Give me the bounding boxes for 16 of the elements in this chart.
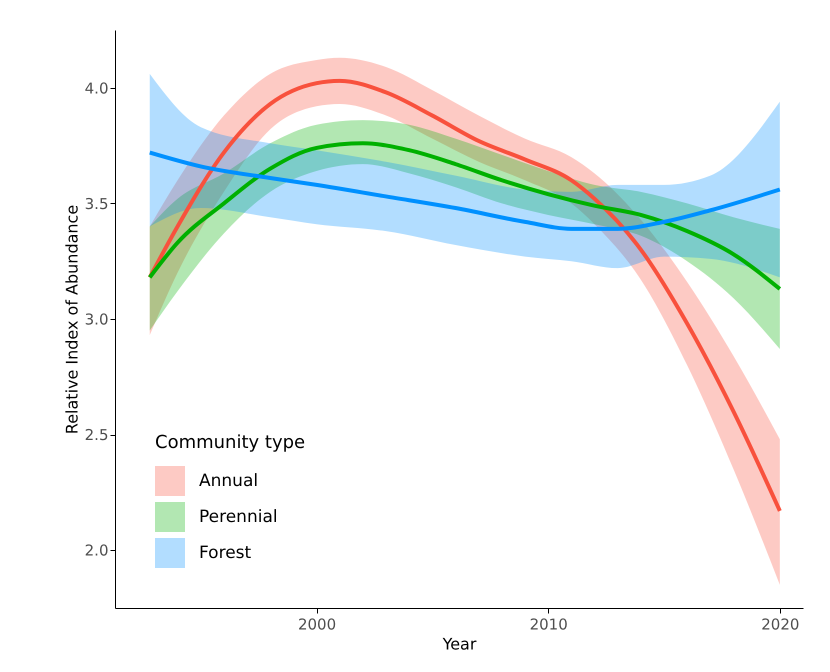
y-tick-label: 4.0 [84, 79, 108, 98]
legend-label: Annual [199, 471, 258, 491]
x-tick-label: 2000 [298, 616, 336, 634]
y-tick-label: 3.5 [84, 194, 108, 213]
line-series [148, 141, 782, 291]
legend-label: Perennial [199, 507, 278, 527]
y-tick-label: 3.0 [84, 310, 108, 328]
line-series [148, 150, 782, 231]
x-tick-label: 2020 [761, 616, 800, 634]
x-axis-title: Year [442, 634, 477, 654]
x-tick-label: 2010 [530, 616, 568, 634]
legend-title: Community type [155, 432, 306, 453]
legend-label: Forest [199, 543, 252, 563]
y-axis-title: Relative Index of Abundance [62, 204, 82, 434]
y-tick-label: 2.5 [84, 426, 108, 444]
y-tick-label: 2.0 [84, 542, 108, 560]
